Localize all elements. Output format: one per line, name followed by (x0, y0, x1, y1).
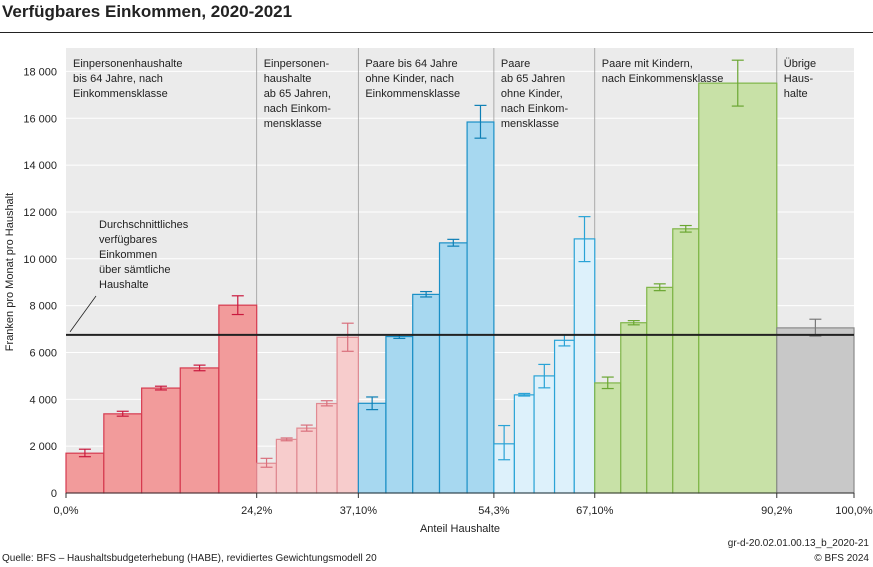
group-label-line: Paare mit Kindern, (602, 58, 693, 70)
average-label-line: Durchschnittliches (99, 219, 189, 231)
group-label-line: Einpersonen- (264, 58, 330, 70)
average-label-line: verfügbares (99, 234, 158, 246)
group-label-line: ab 65 Jahren, (264, 88, 331, 100)
bar (466, 121, 495, 494)
bar (776, 327, 855, 494)
y-tick-label: 12 000 (23, 207, 57, 219)
bar (646, 286, 674, 494)
bar (533, 375, 556, 494)
bar (620, 322, 648, 494)
x-tick-label: 37,10% (340, 505, 378, 517)
group-label-line: mensklasse (264, 118, 322, 130)
y-tick-label: 16 000 (23, 113, 57, 125)
bar (65, 452, 105, 494)
group-label-line: mensklasse (501, 118, 559, 130)
source-note: Quelle: BFS – Haushaltsbudgeterhebung (H… (2, 553, 377, 564)
group-labels: Einpersonenhaushalte bis 64 Jahre, nach Ei… (73, 58, 816, 130)
x-tick-label: 100,0% (835, 505, 873, 517)
y-tick-label: 10 000 (23, 254, 57, 266)
average-label-line: über sämtliche (99, 264, 171, 276)
group-label-line: Einkommensklasse (73, 88, 168, 100)
y-tick-label: 6 000 (29, 347, 57, 359)
group-label-line: halte (784, 88, 808, 100)
group-label-line: nach Einkom- (501, 103, 569, 115)
bar (594, 382, 622, 494)
group-label-line: nach Einkom- (264, 103, 332, 115)
chart-title: Verfügbares Einkommen, 2020-2021 (2, 2, 293, 21)
y-axis-ticks: 0 2 000 4 000 6 000 8 000 10 000 12 000 14 000 1… (23, 66, 57, 500)
bar (141, 387, 181, 494)
chart-code: gr-d-20.02.01.00.13_b_2020-21 (727, 538, 869, 549)
x-tick-label: 90,2% (761, 505, 792, 517)
bar (357, 402, 387, 494)
x-tick-label: 67,10% (576, 505, 614, 517)
group-label-line: bis 64 Jahre, nach (73, 73, 163, 85)
y-tick-label: 0 (51, 488, 57, 500)
group-label-line: Paare (501, 58, 530, 70)
y-axis-label: Franken pro Monat pro Haushalt (4, 193, 16, 351)
error-bars (78, 59, 822, 468)
bar (672, 228, 700, 494)
bar (438, 242, 468, 494)
y-tick-label: 14 000 (23, 160, 57, 172)
bar (275, 438, 298, 494)
bar (385, 335, 414, 494)
group-label-line: Einkommensklasse (365, 88, 460, 100)
y-tick-label: 8 000 (29, 301, 57, 313)
group-label-line: ab 65 Jahren (501, 73, 565, 85)
average-line-group (66, 295, 854, 336)
x-tick-label: 0,0% (53, 505, 78, 517)
copyright: © BFS 2024 (814, 553, 869, 564)
bar (553, 339, 575, 494)
y-tick-label: 4 000 (29, 394, 57, 406)
average-label-line: Einkommen (99, 249, 157, 261)
title-divider (0, 32, 873, 33)
x-tick-label: 54,3% (478, 505, 509, 517)
group-label-line: ohne Kinder, nach (365, 73, 454, 85)
average-leader (69, 295, 97, 333)
y-tick-label: 2 000 (29, 441, 57, 453)
bar (573, 238, 596, 494)
bar (698, 82, 778, 494)
group-label-line: haushalte (264, 73, 312, 85)
group-label-line: Haus- (784, 73, 814, 85)
bar (179, 367, 220, 494)
average-label-line: Haushalte (99, 279, 149, 291)
bar (315, 402, 338, 494)
bar (296, 427, 318, 494)
bar (412, 293, 441, 494)
group-label-line: Übrige (784, 58, 816, 70)
group-label-line: Paare bis 64 Jahre (365, 58, 457, 70)
bar (218, 304, 258, 494)
x-tick-label: 24,2% (241, 505, 272, 517)
average-label: Durchschnittliches verfügbares Einkommen üb… (99, 219, 189, 291)
group-label-line: Einpersonenhaushalte (73, 58, 182, 70)
x-axis-label: Anteil Haushalte (420, 523, 500, 535)
bar (513, 394, 535, 494)
y-tick-label: 18 000 (23, 66, 57, 78)
group-label-line: nach Einkommensklasse (602, 73, 724, 85)
income-chart: Einpersonenhaushalte bis 64 Jahre, nach Ei… (4, 48, 873, 535)
bar (103, 413, 143, 494)
bars (65, 82, 855, 494)
group-label-line: ohne Kinder, (501, 88, 563, 100)
bar (336, 336, 359, 494)
x-axis-ticks: 0,0% 24,2% 37,10% 54,3% 67,10% 90,2% 100,0% (53, 493, 873, 517)
